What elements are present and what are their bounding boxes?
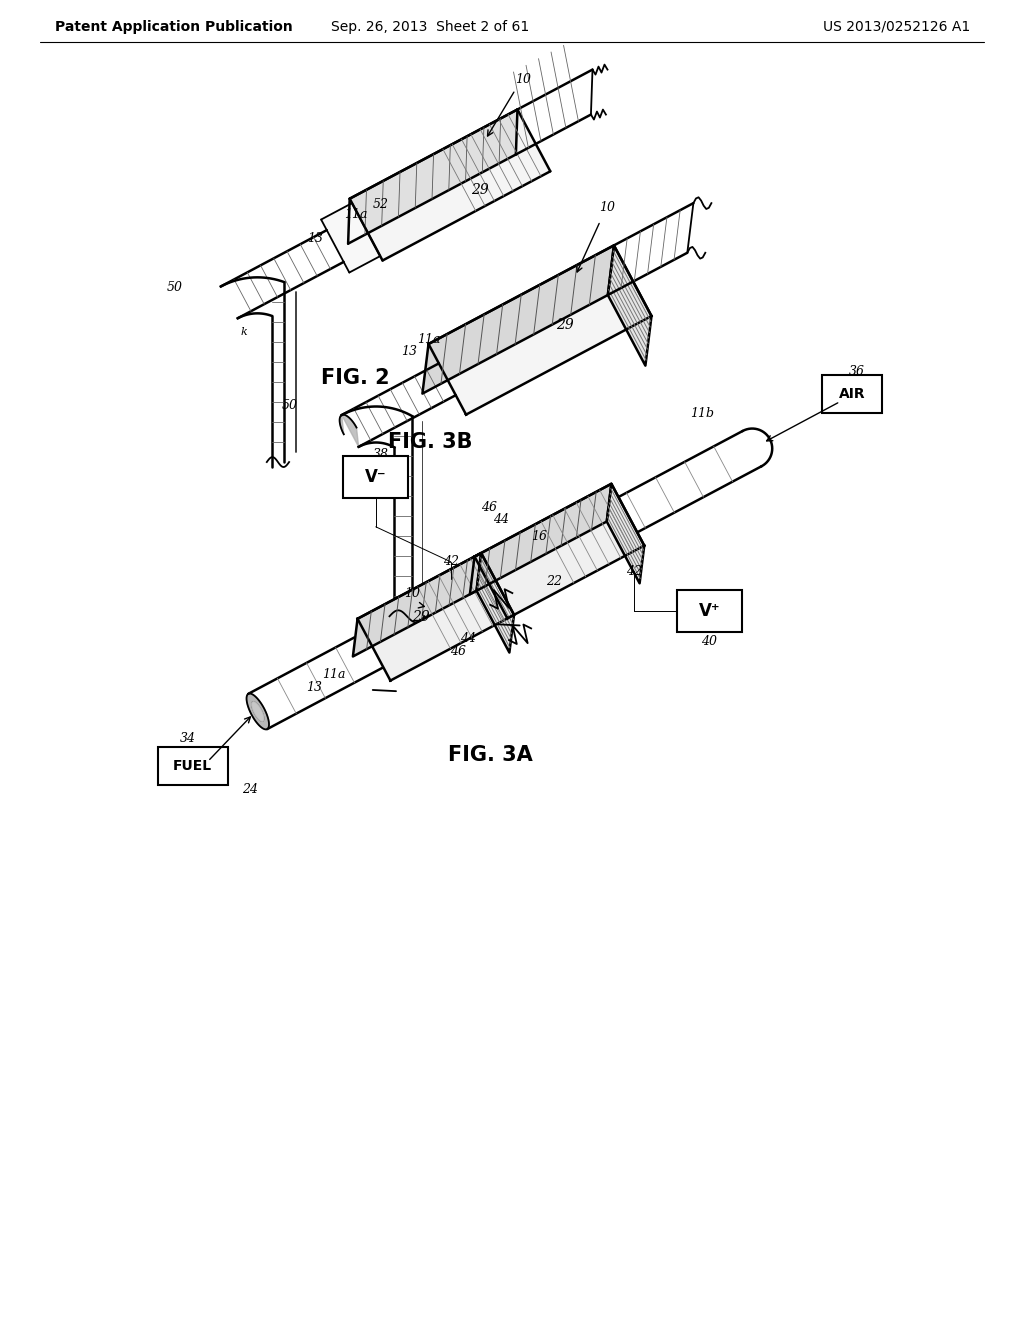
Polygon shape bbox=[348, 110, 517, 244]
Text: 11b: 11b bbox=[690, 407, 714, 420]
Polygon shape bbox=[349, 110, 550, 260]
Text: Sep. 26, 2013  Sheet 2 of 61: Sep. 26, 2013 Sheet 2 of 61 bbox=[331, 20, 529, 34]
Text: 16: 16 bbox=[531, 529, 548, 543]
Polygon shape bbox=[474, 484, 644, 618]
Text: k: k bbox=[241, 327, 248, 338]
Text: Patent Application Publication: Patent Application Publication bbox=[55, 20, 293, 34]
Text: 36: 36 bbox=[849, 366, 865, 378]
Text: 42: 42 bbox=[442, 556, 459, 569]
Polygon shape bbox=[608, 246, 651, 366]
Polygon shape bbox=[428, 246, 651, 414]
Text: 10: 10 bbox=[404, 587, 421, 601]
Polygon shape bbox=[423, 246, 614, 393]
Text: 52: 52 bbox=[373, 198, 389, 211]
Text: 42: 42 bbox=[627, 565, 642, 578]
Text: 50: 50 bbox=[283, 400, 298, 412]
Text: 13: 13 bbox=[307, 231, 324, 244]
Text: FUEL: FUEL bbox=[173, 759, 212, 774]
Polygon shape bbox=[476, 553, 514, 652]
Text: V⁻: V⁻ bbox=[365, 467, 387, 486]
Text: 29: 29 bbox=[412, 610, 430, 624]
FancyBboxPatch shape bbox=[343, 455, 409, 498]
Text: 29: 29 bbox=[556, 318, 573, 333]
Text: FIG. 2: FIG. 2 bbox=[321, 368, 389, 388]
Polygon shape bbox=[357, 553, 514, 681]
Text: 40: 40 bbox=[701, 635, 718, 648]
Polygon shape bbox=[607, 484, 644, 583]
Text: 24: 24 bbox=[242, 783, 258, 796]
FancyBboxPatch shape bbox=[677, 590, 742, 632]
Text: 44: 44 bbox=[493, 513, 509, 525]
Text: 50: 50 bbox=[166, 281, 182, 294]
Text: 10: 10 bbox=[515, 73, 531, 86]
Text: FIG. 3A: FIG. 3A bbox=[447, 744, 532, 766]
Polygon shape bbox=[470, 484, 611, 594]
Text: 46: 46 bbox=[481, 502, 497, 513]
Polygon shape bbox=[322, 203, 380, 272]
Text: 11a: 11a bbox=[344, 209, 368, 220]
Text: 34: 34 bbox=[180, 733, 196, 744]
Text: 22: 22 bbox=[547, 574, 562, 587]
FancyBboxPatch shape bbox=[158, 747, 227, 785]
Text: 46: 46 bbox=[450, 645, 466, 659]
Text: AIR: AIR bbox=[839, 387, 865, 400]
Text: US 2013/0252126 A1: US 2013/0252126 A1 bbox=[822, 20, 970, 34]
Polygon shape bbox=[353, 553, 481, 656]
Polygon shape bbox=[340, 414, 358, 447]
Text: 38: 38 bbox=[373, 449, 389, 461]
Text: 10: 10 bbox=[599, 202, 615, 214]
Polygon shape bbox=[247, 693, 269, 730]
Text: 11a: 11a bbox=[323, 668, 346, 681]
Polygon shape bbox=[252, 701, 264, 721]
Text: 13: 13 bbox=[306, 681, 322, 694]
Text: 29: 29 bbox=[471, 183, 488, 197]
Text: V⁺: V⁺ bbox=[698, 602, 720, 620]
Text: 11a: 11a bbox=[418, 333, 441, 346]
Text: FIG. 3B: FIG. 3B bbox=[388, 432, 472, 451]
FancyBboxPatch shape bbox=[822, 375, 883, 413]
Text: 13: 13 bbox=[401, 345, 418, 358]
Text: 44: 44 bbox=[460, 632, 475, 645]
